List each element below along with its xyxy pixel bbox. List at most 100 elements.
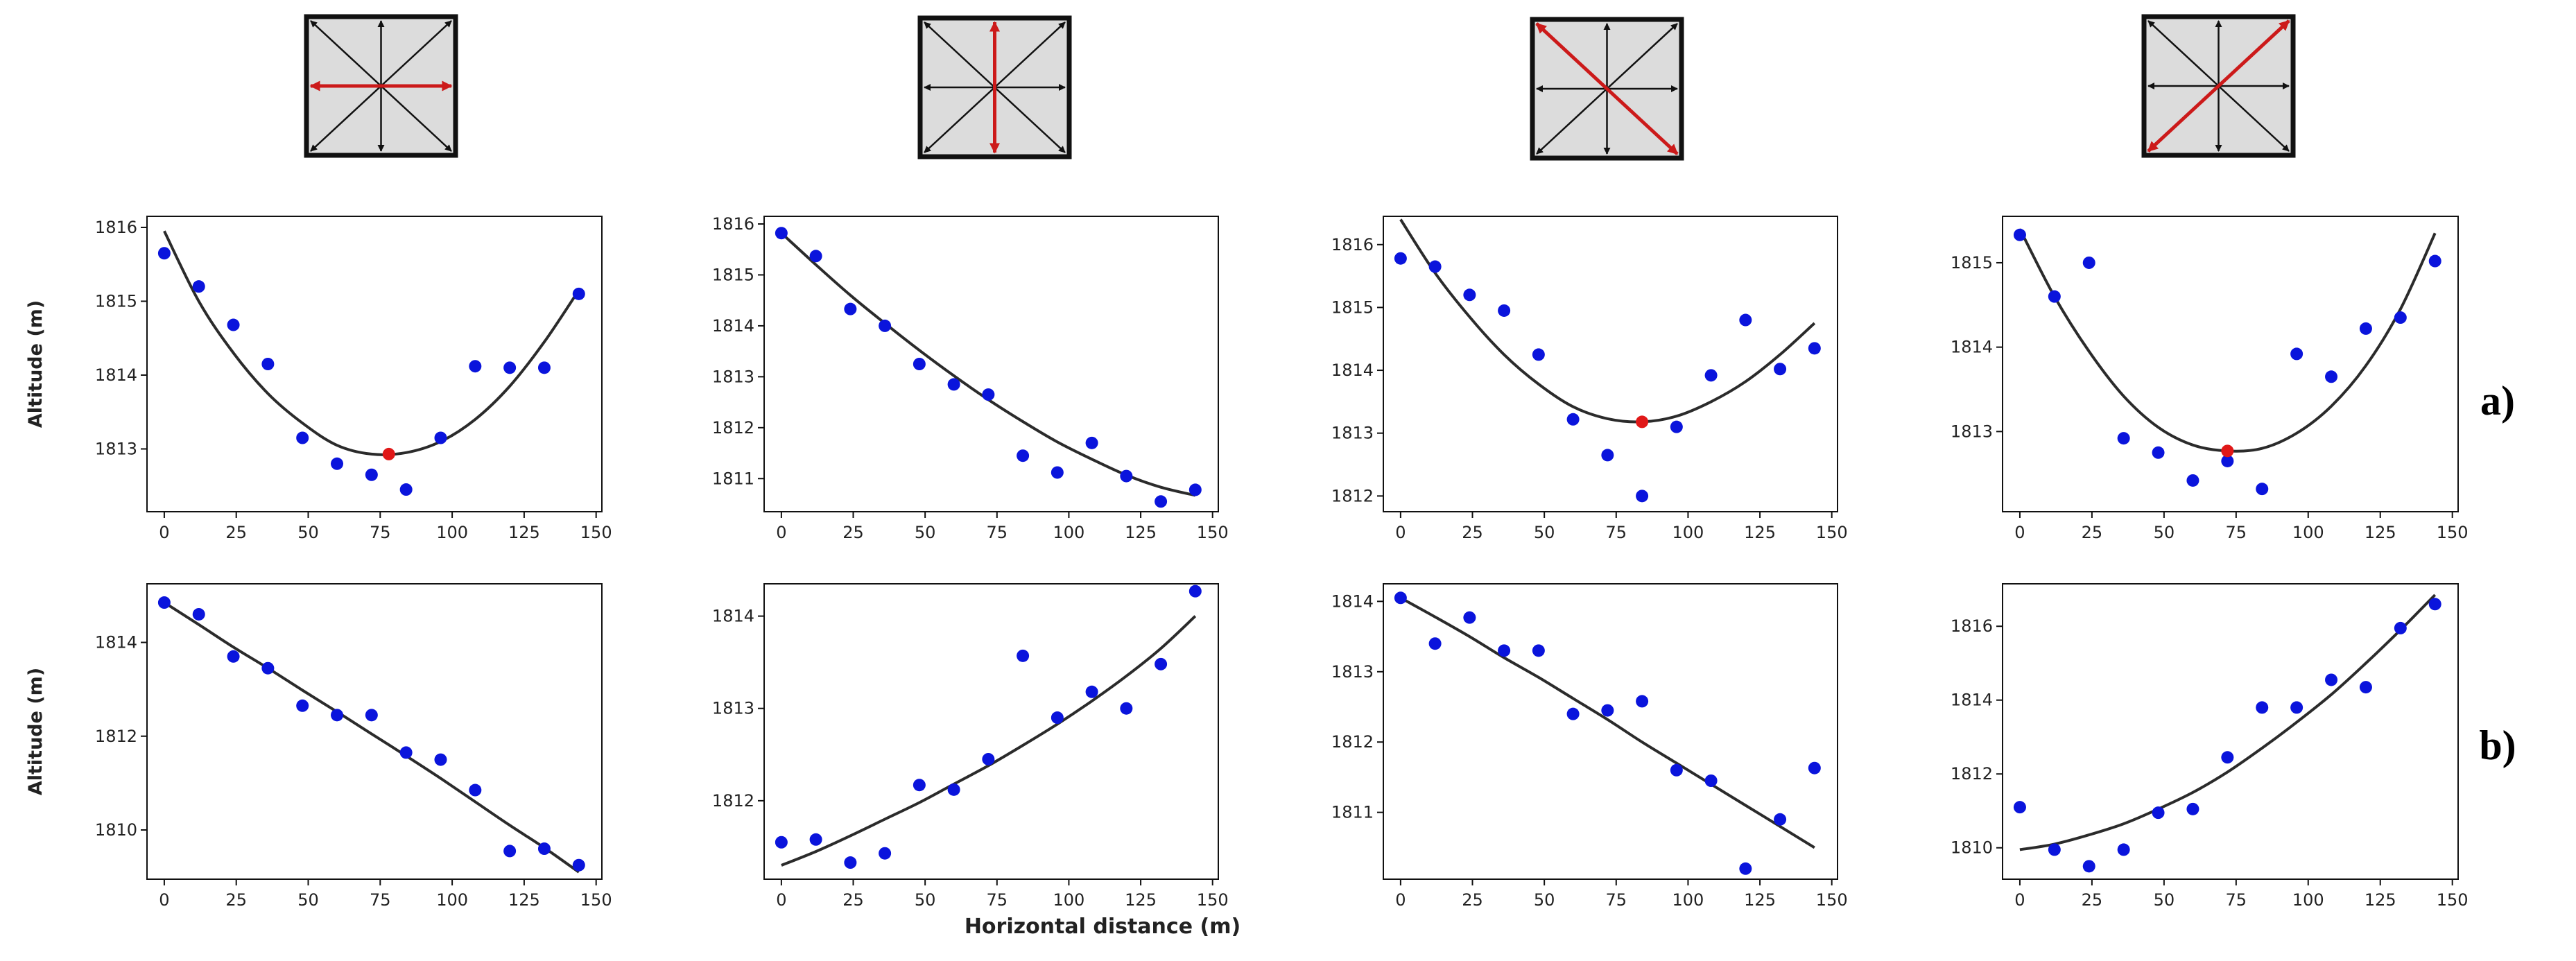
x-tick-label: 150 [1197, 523, 1229, 542]
data-point [261, 358, 275, 370]
x-tick-label: 75 [1606, 890, 1627, 910]
x-tick-label: 25 [2082, 523, 2103, 542]
direction-icon-2 [917, 15, 1072, 159]
x-tick-label: 125 [2365, 523, 2396, 542]
axes-frame [763, 583, 1219, 880]
data-point [1601, 704, 1614, 717]
axes-frame [146, 583, 603, 880]
data-point [2290, 701, 2303, 714]
data-point [1017, 449, 1030, 462]
data-point [1774, 813, 1787, 826]
y-tick-label: 1814 [1331, 591, 1374, 611]
x-tick-label: 0 [1395, 890, 1406, 910]
row-label-a: a) [2480, 378, 2515, 424]
y-tick-label: 1811 [1331, 803, 1374, 822]
data-point [572, 287, 585, 300]
x-tick-label: 25 [842, 890, 864, 910]
data-point [1463, 611, 1476, 624]
data-point [1739, 862, 1752, 875]
data-point [2325, 370, 2338, 383]
y-tick-label: 1815 [1331, 297, 1374, 317]
x-tick-label: 150 [580, 523, 612, 542]
data-point [1120, 469, 1133, 483]
data-point [2013, 228, 2026, 241]
x-tick-label: 150 [1816, 890, 1848, 910]
data-point [2117, 432, 2130, 445]
data-point [1085, 685, 1098, 698]
data-point [1670, 420, 1683, 433]
scatter-panels: 0 25 50 75 100 125 150 1813 1814 1815 1816 Altitude… [25, 214, 2469, 939]
x-tick-label: 25 [2082, 890, 2103, 910]
data-point [1017, 649, 1030, 662]
y-tick-label: 1810 [1951, 838, 1993, 858]
x-tick-label: 125 [508, 523, 540, 542]
panel-a-4: 0 25 50 75 100 125 150 1813 1814 1815 [1951, 216, 2469, 542]
data-point [296, 699, 309, 712]
x-tick-label: 0 [2014, 523, 2025, 542]
y-tick-label: 1816 [1951, 616, 1993, 636]
x-tick-label: 50 [915, 523, 936, 542]
y-tick-label: 1813 [712, 699, 754, 718]
y-tick-label: 1815 [95, 291, 137, 311]
y-tick-label: 1812 [95, 727, 137, 746]
data-point [503, 845, 517, 858]
x-tick-label: 75 [2226, 890, 2247, 910]
data-point [1428, 637, 1442, 650]
direction-icons [304, 14, 2296, 161]
x-tick-label: 50 [297, 523, 319, 542]
axes-frame [2002, 216, 2459, 512]
data-point [1155, 495, 1168, 508]
data-point [879, 847, 892, 860]
x-tick-label: 100 [436, 890, 468, 910]
data-point [192, 607, 205, 621]
data-point [1051, 466, 1064, 479]
x-tick-label: 25 [225, 523, 247, 542]
data-point [1155, 657, 1168, 670]
direction-icon-3 [1530, 17, 1684, 161]
x-tick-label: 0 [776, 890, 786, 910]
data-point [1704, 774, 1718, 787]
data-point [1394, 591, 1407, 605]
data-point [844, 856, 857, 869]
data-point [227, 318, 240, 331]
data-point [2082, 860, 2095, 873]
y-tick-label: 1816 [95, 218, 137, 237]
y-tick-label: 1812 [712, 418, 754, 438]
x-tick-label: 125 [1744, 523, 1776, 542]
data-point [192, 280, 205, 293]
x-tick-label: 25 [842, 523, 864, 542]
fit-curve [781, 615, 1197, 867]
x-tick-label: 50 [297, 890, 319, 910]
data-point [2013, 801, 2026, 814]
x-tick-label: 50 [2154, 890, 2175, 910]
data-point [537, 842, 551, 856]
minimum-point [1636, 415, 1649, 428]
data-point [365, 468, 378, 481]
y-tick-label: 1814 [712, 316, 754, 336]
data-point [947, 783, 960, 796]
data-point [261, 661, 275, 675]
data-point [1498, 644, 1511, 657]
x-tick-label: 50 [2154, 523, 2175, 542]
x-tick-label: 0 [776, 523, 786, 542]
y-tick-label: 1812 [712, 791, 754, 811]
y-tick-label: 1814 [95, 633, 137, 652]
x-axis-label: Horizontal distance (m) [965, 915, 1241, 939]
data-point [913, 358, 926, 370]
x-tick-label: 100 [436, 523, 468, 542]
highlighted-direction-arrow [2147, 19, 2290, 153]
row-label-b: b) [2479, 722, 2516, 768]
data-point [2325, 673, 2338, 686]
x-tick-label: 125 [1125, 890, 1157, 910]
y-tick-label: 1815 [712, 265, 754, 284]
y-tick-label: 1813 [712, 367, 754, 386]
axes-frame [146, 216, 603, 512]
y-tick-label: 1814 [1331, 361, 1374, 380]
y-tick-label: 1814 [1951, 691, 1993, 710]
minimum-point [382, 447, 395, 460]
data-point [1566, 707, 1580, 720]
data-point [982, 752, 995, 765]
axes-frame [1383, 583, 1838, 880]
data-point [2394, 621, 2407, 634]
minimum-point [2221, 444, 2234, 458]
